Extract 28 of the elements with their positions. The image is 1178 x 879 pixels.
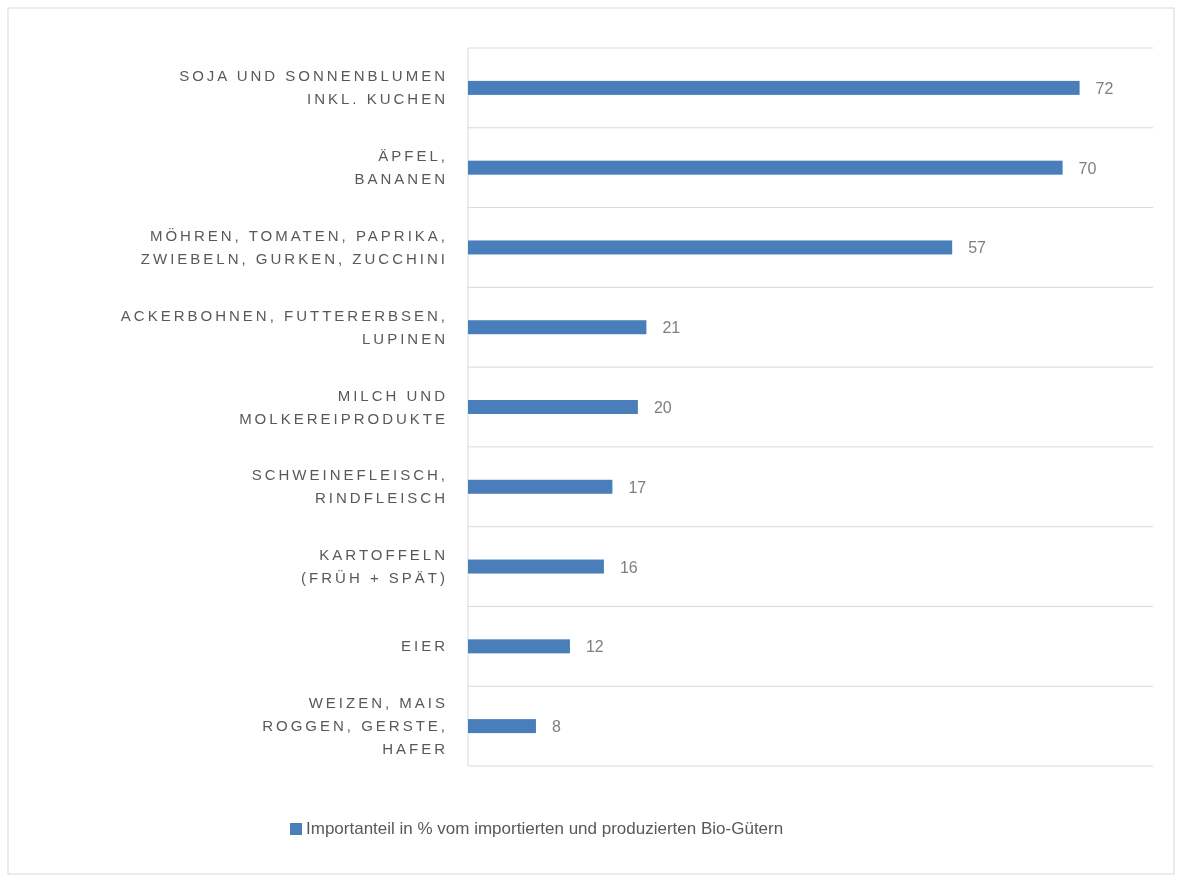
data-label: 20 [653, 399, 672, 416]
bar [468, 639, 570, 654]
y-tick-label: KARTOFFELN (FRÜH + SPÄT) [301, 546, 448, 587]
y-tick-label: SCHWEINEFLEISCH, RINDFLEISCH [251, 466, 448, 507]
bar [468, 80, 1080, 95]
y-tick-label: MÖHREN, TOMATEN, PAPRIKA, ZWIEBELN, GURKEN, ZUCCHINI [140, 226, 448, 267]
data-label: 16 [619, 558, 638, 576]
data-label: 17 [628, 478, 647, 496]
data-label: 57 [968, 239, 987, 257]
data-label: 12 [585, 638, 604, 656]
bar [468, 240, 953, 255]
y-tick-label: ÄPFEL, BANANEN [354, 147, 448, 188]
y-tick-label: EIER [400, 637, 448, 655]
y-tick-label: WEIZEN, MAIS ROGGEN, GERSTE, HAFER [262, 694, 448, 758]
data-label: 21 [662, 319, 681, 337]
legend-label: Importanteil in % vom importierten und produzierten Bio-Gütern [306, 819, 784, 838]
bar [468, 160, 1063, 175]
bar [468, 559, 604, 574]
data-label: 8 [551, 718, 561, 736]
y-tick-label: SOJA UND SONNENBLUMEN INKL. KUCHEN [179, 67, 448, 108]
y-tick-label: MILCH UND MOLKEREIPRODUKTE [239, 386, 448, 427]
bar [468, 479, 613, 494]
data-label: 72 [1095, 79, 1114, 97]
bar [468, 400, 638, 414]
bar [468, 719, 536, 734]
bar [468, 320, 647, 335]
data-label: 70 [1078, 159, 1097, 177]
y-tick-label: ACKERBOHNEN, FUTTERERBSEN, LUPINEN [120, 306, 448, 347]
